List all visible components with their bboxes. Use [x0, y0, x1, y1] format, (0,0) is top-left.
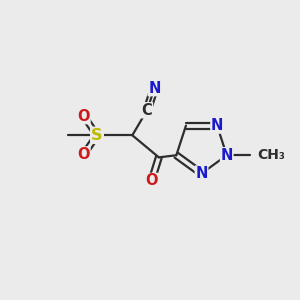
- Text: S: S: [91, 128, 103, 143]
- Text: O: O: [145, 173, 158, 188]
- Text: N: N: [148, 81, 160, 96]
- Text: CH₃: CH₃: [258, 148, 286, 162]
- Text: O: O: [77, 109, 90, 124]
- Text: N: N: [195, 166, 208, 181]
- Text: O: O: [77, 147, 90, 162]
- Text: C: C: [142, 103, 152, 118]
- Text: N: N: [220, 148, 233, 163]
- Text: N: N: [211, 118, 223, 133]
